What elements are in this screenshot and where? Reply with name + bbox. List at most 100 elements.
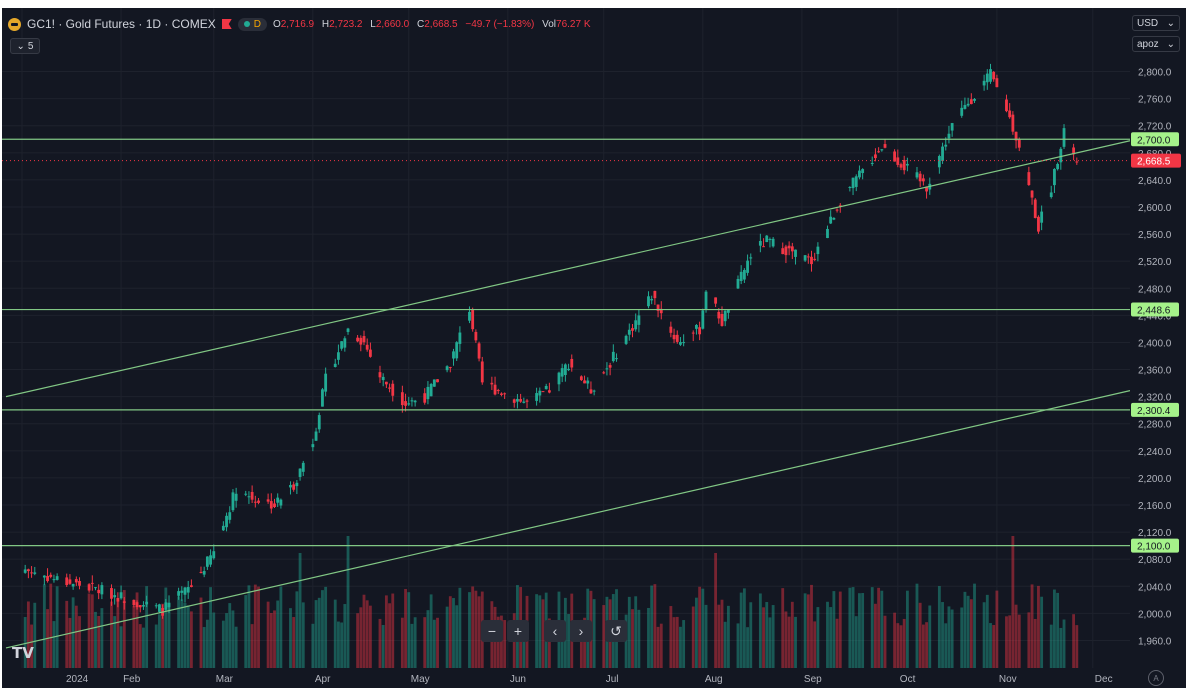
zoom-controls: − + bbox=[481, 620, 529, 642]
volume-bar bbox=[1030, 584, 1034, 668]
candle-body bbox=[474, 331, 478, 341]
candle-body bbox=[631, 328, 634, 331]
volume-bar bbox=[723, 621, 727, 668]
volume-bar bbox=[851, 587, 855, 668]
volume-bar bbox=[158, 614, 161, 668]
scale-mode-select[interactable]: apoz ⌄ bbox=[1132, 36, 1180, 52]
volume-value: 76.27 K bbox=[556, 18, 591, 30]
candle-body bbox=[535, 393, 539, 401]
volume-bar bbox=[212, 612, 216, 668]
tradingview-logo-icon[interactable]: TV bbox=[12, 644, 34, 662]
change-value: −49.7 (−1.83%) bbox=[465, 18, 535, 30]
volume-bar bbox=[30, 624, 33, 668]
candle-body bbox=[311, 444, 315, 448]
market-status-label: D bbox=[253, 18, 261, 30]
level-label-box bbox=[1131, 132, 1179, 147]
volume-bar bbox=[813, 621, 817, 668]
candle-body bbox=[46, 575, 49, 582]
volume-bar bbox=[234, 626, 238, 668]
time-tick-label: Mar bbox=[216, 674, 234, 685]
price-tick-label: 2,240.0 bbox=[1138, 447, 1172, 458]
candle-body bbox=[615, 358, 618, 360]
candle-body bbox=[234, 493, 238, 501]
candle-body bbox=[669, 326, 673, 333]
zoom-out-icon[interactable]: − bbox=[481, 620, 503, 642]
open-label: O bbox=[272, 18, 281, 30]
candle-body bbox=[835, 209, 839, 211]
volume-bar bbox=[49, 583, 53, 668]
candle-body bbox=[400, 392, 404, 406]
candle-body bbox=[682, 342, 686, 344]
candle-body bbox=[982, 80, 986, 86]
candle-body bbox=[1027, 172, 1031, 185]
candle-body bbox=[448, 367, 452, 369]
candle-body bbox=[26, 569, 30, 572]
level-label: 2,300.4 bbox=[1137, 406, 1171, 417]
scroll-right-icon[interactable]: › bbox=[570, 620, 592, 642]
volume-bar bbox=[52, 621, 56, 668]
time-tick-label: Sep bbox=[804, 674, 822, 685]
candle-body bbox=[1033, 199, 1037, 218]
volume-bar bbox=[653, 584, 657, 668]
volume-bar bbox=[870, 587, 874, 668]
candle-body bbox=[941, 146, 944, 161]
candle-body bbox=[589, 389, 593, 394]
candle-body bbox=[854, 176, 858, 187]
candle-body bbox=[324, 373, 328, 392]
zoom-in-icon[interactable]: + bbox=[507, 620, 529, 642]
market-status-badge[interactable]: D bbox=[237, 17, 267, 31]
candle-body bbox=[100, 585, 104, 595]
candle-body bbox=[365, 344, 369, 350]
chart-panel[interactable]: 1,960.0 2,000.0 2,040.0 2,080.0 2,120.0 2,160… bbox=[2, 8, 1186, 688]
candle-body bbox=[94, 587, 97, 589]
indicator-count: 5 bbox=[27, 40, 34, 52]
candle-body bbox=[381, 376, 385, 381]
chart-canvas[interactable]: 1,960.0 2,000.0 2,040.0 2,080.0 2,120.0 2,160… bbox=[2, 8, 1186, 688]
chevron-down-icon: ⌄ bbox=[1166, 38, 1175, 50]
volume-bar bbox=[941, 602, 944, 668]
candle-body bbox=[675, 334, 679, 342]
scroll-left-icon[interactable]: ‹ bbox=[544, 620, 566, 642]
candle-body bbox=[404, 401, 407, 406]
candle-body bbox=[407, 403, 411, 405]
volume-bar bbox=[436, 617, 439, 668]
volume-label: Vol bbox=[542, 18, 557, 30]
volume-bar bbox=[378, 618, 382, 668]
flag-icon[interactable] bbox=[221, 19, 232, 29]
symbol-title[interactable]: GC1! · Gold Futures · 1D · COMEX bbox=[27, 17, 216, 31]
volume-bar bbox=[292, 617, 296, 668]
volume-bar bbox=[202, 627, 206, 668]
candle-body bbox=[538, 390, 542, 396]
volume-bar bbox=[1072, 614, 1076, 668]
volume-bar bbox=[340, 622, 344, 668]
volume-bar bbox=[579, 619, 583, 668]
currency-select[interactable]: USD ⌄ bbox=[1132, 15, 1180, 31]
volume-bar bbox=[253, 584, 257, 668]
candle-body bbox=[704, 291, 708, 311]
candle-body bbox=[378, 372, 382, 378]
volume-bar bbox=[186, 605, 190, 668]
volume-bar bbox=[995, 590, 999, 668]
candle-body bbox=[321, 389, 324, 407]
indicators-toggle[interactable]: ⌄ 5 bbox=[10, 38, 40, 54]
volume-bar bbox=[650, 585, 654, 668]
price-tick-label: 2,600.0 bbox=[1138, 203, 1172, 214]
candle-body bbox=[877, 151, 881, 153]
reset-icon[interactable]: ↺ bbox=[605, 620, 627, 642]
candle-body bbox=[736, 278, 740, 289]
candle-body bbox=[122, 601, 126, 603]
settings-icon[interactable]: A bbox=[1148, 670, 1164, 686]
candle-body bbox=[356, 337, 360, 342]
candle-body bbox=[969, 99, 973, 105]
volume-bar bbox=[631, 609, 634, 668]
volume-bar bbox=[426, 610, 430, 668]
candle-body bbox=[199, 571, 203, 573]
volume-bar bbox=[679, 626, 682, 668]
candle-body bbox=[68, 579, 72, 584]
candle-body bbox=[167, 602, 171, 608]
volume-bar bbox=[244, 595, 248, 668]
candle-body bbox=[567, 368, 570, 371]
candle-body bbox=[985, 73, 989, 83]
candle-body bbox=[893, 151, 897, 162]
volume-bar bbox=[918, 602, 922, 668]
